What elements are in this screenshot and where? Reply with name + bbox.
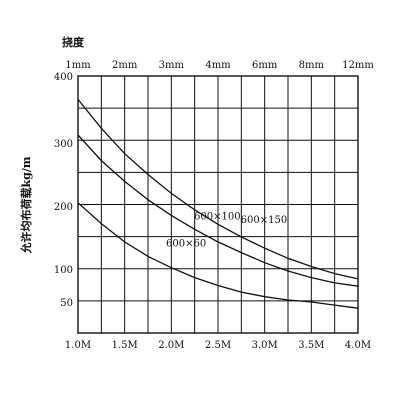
x-tick-label: 4.0M: [345, 340, 371, 351]
top-tick-label: 1mm: [65, 60, 91, 71]
top-tick-label: 6mm: [252, 60, 278, 71]
plot-frame: [77, 75, 359, 334]
y-axis-label: 允许均布荷载kg/m: [19, 156, 33, 254]
x-tick-label: 3.0M: [252, 340, 278, 351]
top-tick-label: 12mm: [342, 60, 374, 71]
grid: [78, 76, 358, 333]
curves: [77, 98, 359, 309]
top-axis-title: 挠度: [62, 35, 85, 49]
series-line: [77, 134, 359, 287]
series-label: 600×60: [166, 238, 206, 249]
series-line: [77, 202, 359, 309]
y-tick-label: 400: [54, 72, 73, 83]
series-line: [77, 98, 359, 280]
series-label: 600×100: [194, 211, 241, 222]
y-tick-label: 300: [54, 139, 73, 150]
top-ticks: 1mm 2mm 3mm 4mm 6mm 8mm 12mm: [65, 60, 374, 71]
top-tick-label: 2mm: [112, 60, 138, 71]
top-tick-label: 8mm: [299, 60, 325, 71]
y-ticks: 50 100 200 300 400: [54, 72, 73, 309]
x-tick-label: 2.0M: [158, 340, 184, 351]
y-tick-label: 200: [54, 202, 73, 213]
x-tick-label: 1.0M: [65, 340, 91, 351]
x-tick-label: 3.5M: [298, 340, 324, 351]
x-ticks: 1.0M 1.5M 2.0M 2.5M 3.0M 3.5M 4.0M: [65, 340, 371, 351]
top-tick-label: 4mm: [205, 60, 231, 71]
y-tick-label: 100: [54, 265, 73, 276]
top-tick-label: 3mm: [159, 60, 185, 71]
x-tick-label: 2.5M: [205, 340, 231, 351]
series-label: 600×150: [241, 215, 288, 226]
x-tick-label: 1.5M: [112, 340, 138, 351]
y-tick-label: 50: [60, 298, 73, 309]
